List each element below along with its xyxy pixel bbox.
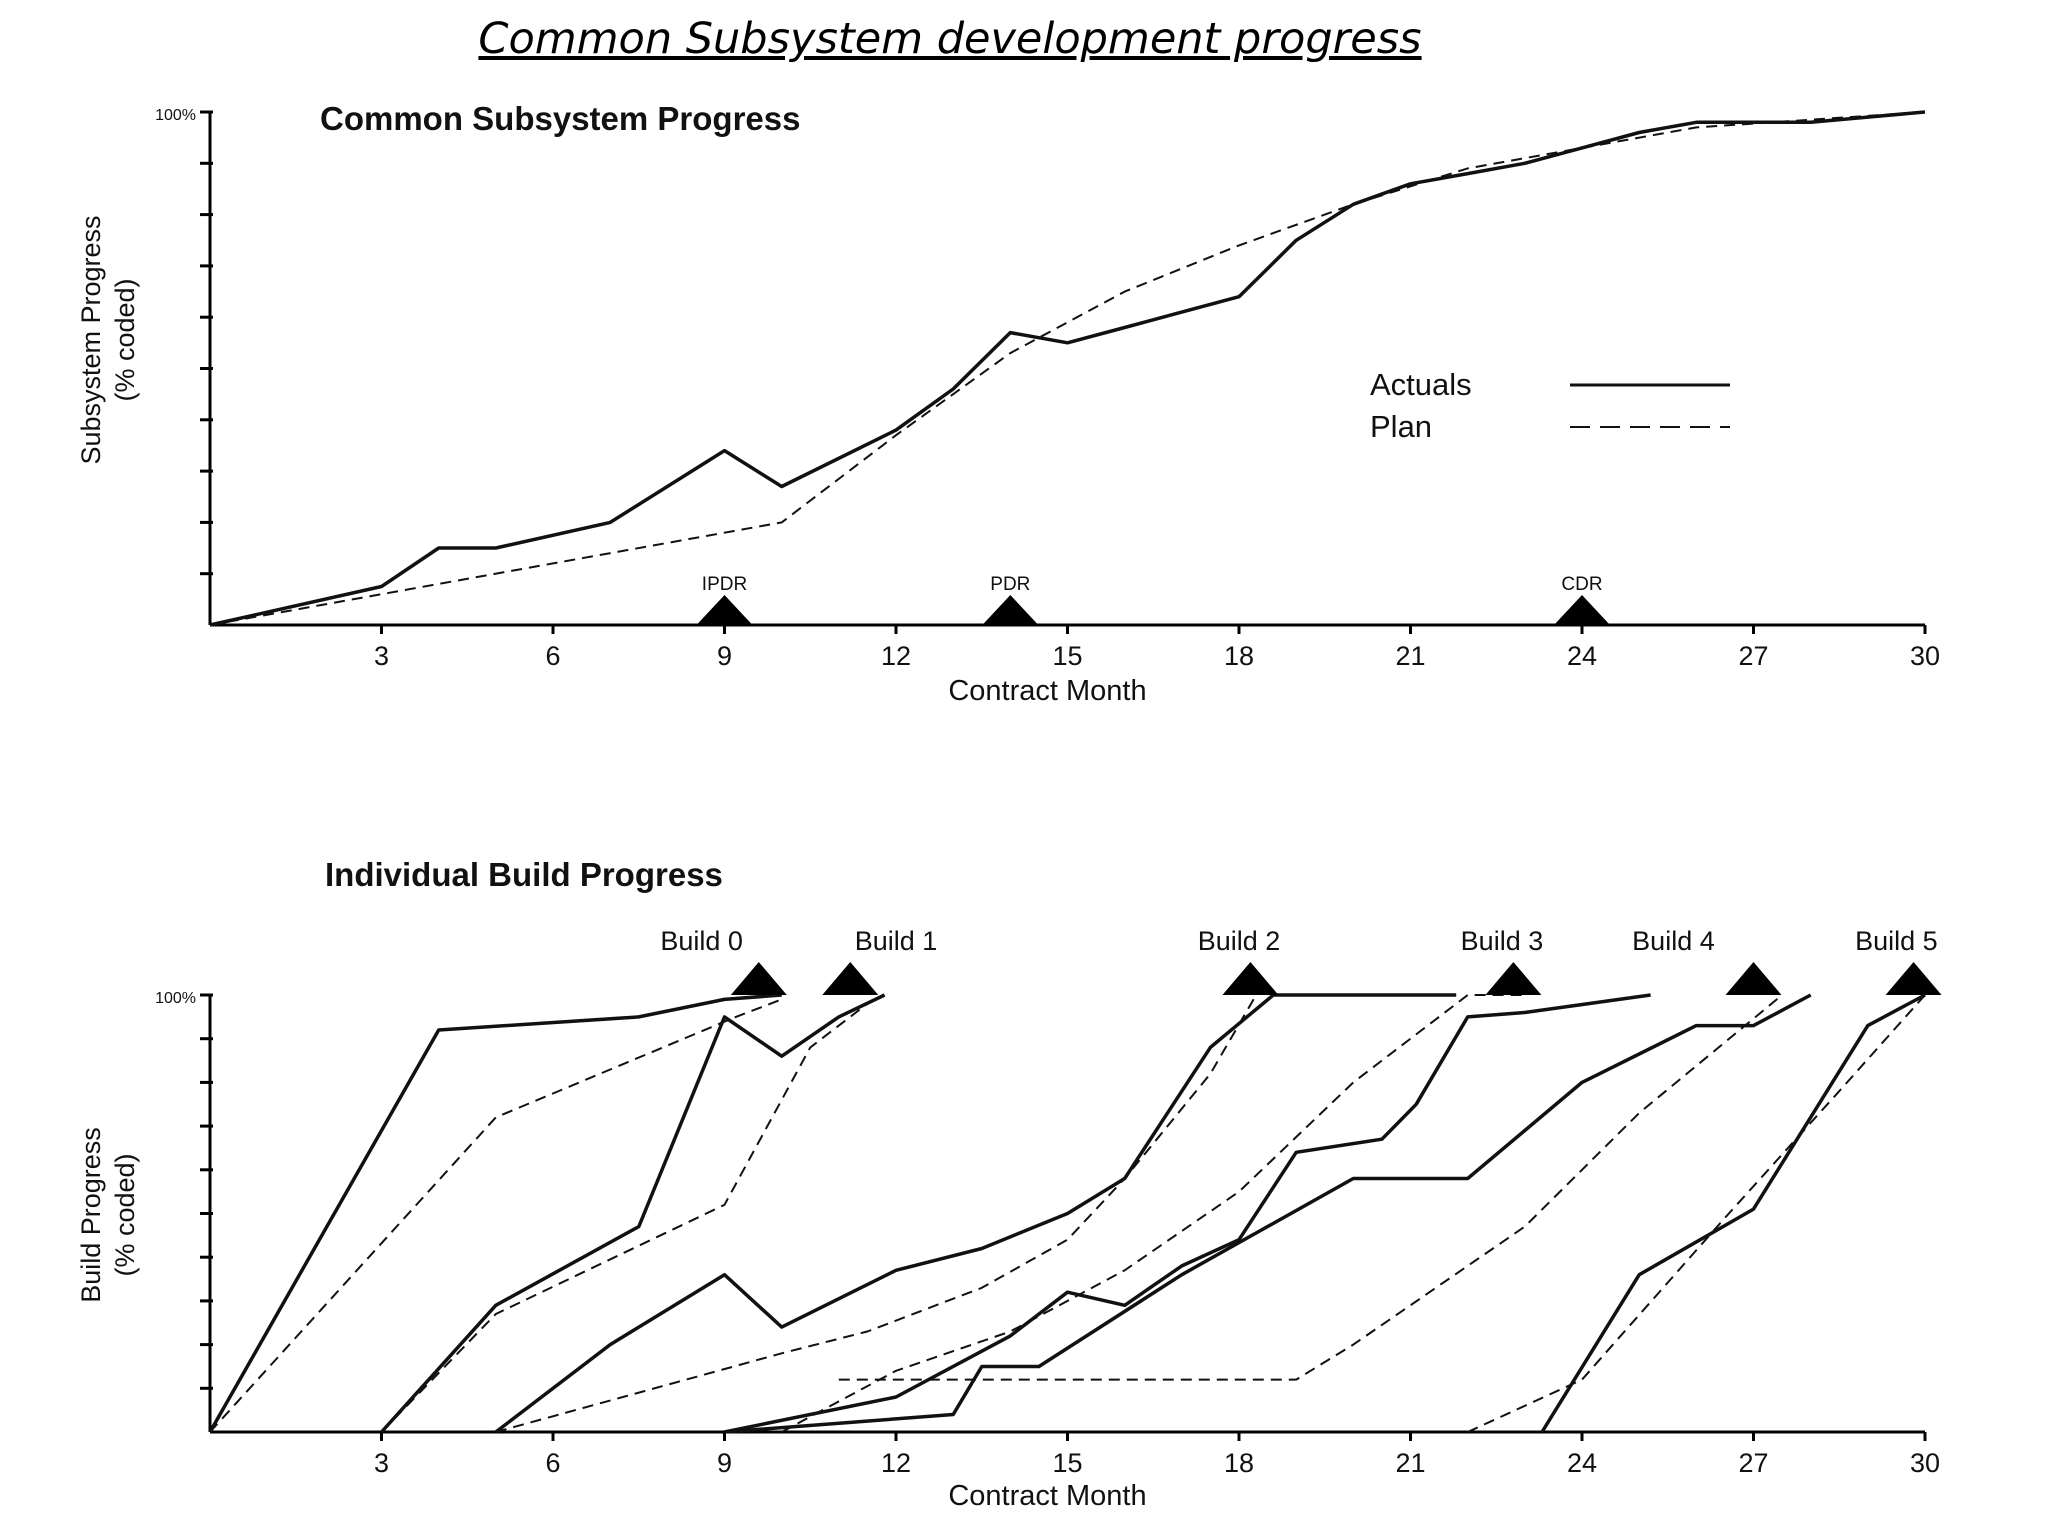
chart-panel-0: Common Subsystem Progress 100% 3 6 9 12 15 18 21… [76, 100, 1940, 707]
x-tick-label: 18 [1224, 1448, 1254, 1478]
legend-label: Plan [1370, 409, 1432, 444]
milestone-label: PDR [990, 574, 1030, 595]
x-tick-label: 6 [545, 641, 560, 671]
x-tick-label: 30 [1910, 641, 1940, 671]
x-tick-label: 24 [1567, 641, 1597, 671]
milestone-label: Build 2 [1198, 926, 1281, 956]
build-series-line-7 [781, 994, 1525, 1433]
x-tick-label: 18 [1224, 641, 1254, 671]
x-tick-label: 21 [1395, 1448, 1425, 1478]
x-tick-label: 21 [1395, 641, 1425, 671]
build-series-line-1 [209, 998, 783, 1433]
milestone-label: Build 3 [1461, 926, 1544, 956]
x-tick-label: 9 [717, 1448, 732, 1478]
milestone-label: Build 5 [1855, 926, 1938, 956]
x-tick-label: 3 [374, 641, 389, 671]
chart-panel-1: Individual Build Progress 100% 3 6 9 12 15 18 21… [76, 856, 1942, 1512]
milestone-marker [1485, 962, 1542, 995]
build-series-line-5 [495, 994, 1257, 1433]
milestone-marker [1725, 962, 1782, 995]
x-axis-label: Contract Month [948, 675, 1146, 707]
x-tick-label: 15 [1052, 1448, 1082, 1478]
page-title: Common Subsystem development progress [478, 14, 1422, 64]
milestone-marker [982, 595, 1039, 625]
build-series-line-4 [494, 993, 1457, 1434]
build-series-line-6 [724, 993, 1651, 1434]
x-tick-label: 27 [1738, 1448, 1768, 1478]
x-axis-label: Contract Month [948, 1480, 1146, 1512]
x-tick-label: 9 [717, 641, 732, 671]
milestone-label: Build 4 [1632, 926, 1715, 956]
x-tick-label: 15 [1052, 641, 1082, 671]
build-series-line-8 [724, 993, 1812, 1434]
x-tick-label: 12 [881, 641, 911, 671]
x-tick-label: 6 [545, 1448, 560, 1478]
chart-title: Common Subsystem Progress [320, 100, 800, 137]
x-tick-label: 27 [1738, 641, 1768, 671]
milestone-marker [1222, 962, 1279, 995]
y-top-label: 100% [155, 990, 196, 1007]
y-axis-label: Subsystem Progress (% coded) [76, 215, 140, 464]
plan-series-line-1 [209, 111, 1926, 626]
actuals-series-line-0 [209, 110, 1926, 627]
milestone-marker [822, 962, 879, 995]
y-top-label: 100% [155, 107, 196, 124]
milestone-label: Build 1 [855, 926, 938, 956]
chart-title: Individual Build Progress [325, 856, 723, 893]
build-series-line-2 [380, 993, 886, 1434]
milestone-marker [730, 962, 787, 995]
build-series-line-11 [1467, 994, 1926, 1433]
build-series-line-0 [208, 993, 782, 1433]
milestone-marker [696, 595, 753, 625]
build-series-line-9 [838, 994, 1783, 1381]
x-tick-label: 12 [881, 1448, 911, 1478]
milestone-label: CDR [1561, 574, 1602, 595]
milestone-marker [1554, 595, 1610, 625]
x-tick-label: 24 [1567, 1448, 1597, 1478]
x-tick-label: 30 [1910, 1448, 1940, 1478]
build-series-line-3 [380, 1002, 869, 1433]
milestone-label: IPDR [702, 574, 747, 595]
build-series-line-10 [1540, 993, 1926, 1433]
y-axis-label: Build Progress (% coded) [76, 1127, 140, 1303]
x-tick-label: 3 [374, 1448, 389, 1478]
legend-label: Actuals [1370, 367, 1472, 402]
milestone-label: Build 0 [660, 926, 743, 956]
milestone-marker [1885, 962, 1942, 995]
